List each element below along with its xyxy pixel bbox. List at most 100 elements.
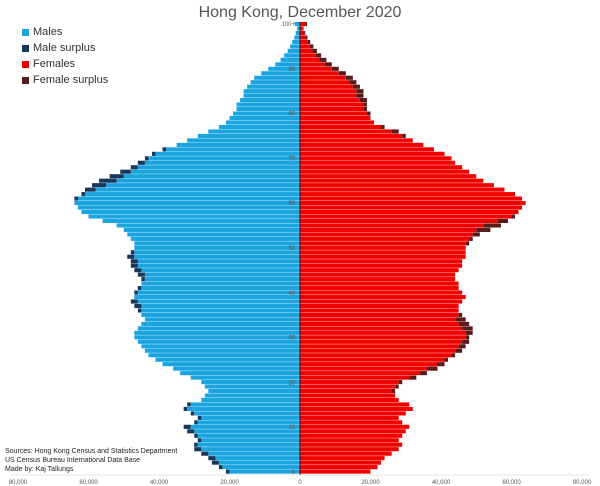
male-bar-age-21 xyxy=(190,375,300,380)
x-tick-label: 60,000 xyxy=(502,480,521,486)
female-bar-age-95 xyxy=(300,44,310,49)
y-tick-label: 90 xyxy=(288,67,295,73)
male-bar-age-12 xyxy=(201,415,300,420)
male-bar-age-100 xyxy=(294,22,300,27)
female-bar-age-31 xyxy=(300,330,466,335)
legend-item-female-surplus: Female surplus xyxy=(22,72,108,88)
legend: Males Male surplus Females Female surplu… xyxy=(22,24,108,88)
male-bar-age-88 xyxy=(254,75,300,80)
female-bar-age-47 xyxy=(300,259,463,264)
female-surplus-bar-age-53 xyxy=(472,232,480,237)
male-bar-age-62 xyxy=(84,192,300,197)
male-bar-age-0 xyxy=(229,469,300,474)
male-bar-age-41 xyxy=(141,286,301,291)
female-bar-age-60 xyxy=(300,201,526,206)
female-bar-age-76 xyxy=(300,129,392,134)
female-bar-age-38 xyxy=(300,299,463,304)
male-bar-age-71 xyxy=(155,151,300,156)
female-bar-age-91 xyxy=(300,62,325,67)
x-tick-label: 60,000 xyxy=(79,480,98,486)
female-bar-age-41 xyxy=(300,286,459,291)
legend-item-males: Males xyxy=(22,24,108,40)
female-bar-age-61 xyxy=(300,196,523,201)
female-bar-age-86 xyxy=(300,84,353,89)
y-tick-label: 50 xyxy=(288,246,295,252)
male-bar-age-79 xyxy=(229,115,300,121)
legend-item-male-surplus: Male surplus xyxy=(22,40,108,56)
female-bar-age-69 xyxy=(300,160,456,165)
y-tick-label: 10 xyxy=(288,425,295,431)
male-bar-age-87 xyxy=(250,80,300,85)
male-bar-age-42 xyxy=(141,281,301,286)
male-surplus-bar-age-4 xyxy=(201,451,209,456)
female-bar-age-50 xyxy=(300,245,466,250)
x-tick-label: 20,000 xyxy=(361,480,380,486)
female-bar-age-67 xyxy=(300,169,470,174)
female-bar-age-6 xyxy=(300,442,403,447)
x-tick-label: 80,000 xyxy=(9,480,28,486)
female-bar-age-49 xyxy=(300,250,466,255)
male-surplus-bar-age-37 xyxy=(134,303,142,309)
female-bar-age-40 xyxy=(300,290,463,295)
female-surplus-bar-age-55 xyxy=(483,223,501,228)
legend-swatch-male-surplus xyxy=(22,44,29,52)
female-bar-age-25 xyxy=(300,357,445,362)
male-bar-age-57 xyxy=(88,214,300,219)
male-bar-age-43 xyxy=(144,277,300,282)
y-tick-label: 0 xyxy=(292,470,296,476)
female-surplus-bar-age-98 xyxy=(304,30,306,36)
chart-title: Hong Kong, December 2020 xyxy=(198,4,402,21)
male-bar-age-67 xyxy=(130,169,300,174)
male-bar-age-24 xyxy=(162,362,300,367)
female-bar-age-4 xyxy=(300,451,392,456)
male-bar-age-81 xyxy=(236,107,300,112)
female-bar-age-45 xyxy=(300,268,459,273)
female-surplus-bar-age-23 xyxy=(426,366,438,371)
male-bar-age-23 xyxy=(173,366,300,371)
y-tick-label: 30 xyxy=(288,336,295,342)
female-bar-age-5 xyxy=(300,447,399,452)
sources-line-2: US Census Bureau International Data Base xyxy=(5,457,141,464)
female-surplus-bar-age-76 xyxy=(391,129,399,134)
male-bar-age-16 xyxy=(201,397,300,403)
female-bar-age-7 xyxy=(300,438,399,443)
female-bar-age-13 xyxy=(300,411,406,416)
female-bar-age-100 xyxy=(300,22,306,27)
male-bar-age-32 xyxy=(137,326,300,331)
male-surplus-bar-age-61 xyxy=(74,196,78,201)
male-bar-age-28 xyxy=(141,344,301,349)
male-bar-age-47 xyxy=(137,259,300,264)
female-bar-age-42 xyxy=(300,281,459,286)
female-bar-age-62 xyxy=(300,192,516,197)
male-surplus-bar-age-45 xyxy=(134,268,142,273)
male-surplus-bar-age-6 xyxy=(194,442,198,447)
female-bar-age-37 xyxy=(300,303,459,309)
male-bar-age-51 xyxy=(134,241,300,246)
female-bar-age-75 xyxy=(300,133,403,138)
male-surplus-bar-age-43 xyxy=(141,277,145,282)
male-bar-age-80 xyxy=(233,111,300,116)
male-surplus-bar-age-65 xyxy=(99,178,117,183)
female-bar-age-19 xyxy=(300,384,396,389)
male-bar-age-74 xyxy=(187,138,300,143)
male-surplus-bar-age-49 xyxy=(130,250,135,255)
male-bar-age-78 xyxy=(225,120,300,125)
female-bar-age-17 xyxy=(300,393,396,398)
female-bar-age-24 xyxy=(300,362,438,367)
female-bar-age-54 xyxy=(300,227,477,232)
male-surplus-bar-age-36 xyxy=(137,308,142,313)
female-bar-age-34 xyxy=(300,317,456,322)
male-surplus-bar-age-44 xyxy=(137,272,145,277)
male-bar-age-54 xyxy=(123,227,300,232)
x-tick-label: 20,000 xyxy=(220,480,239,486)
female-surplus-bar-age-87 xyxy=(349,80,357,85)
male-surplus-bar-age-41 xyxy=(137,286,142,291)
female-surplus-bar-age-100 xyxy=(305,22,308,27)
male-bar-age-48 xyxy=(134,254,300,259)
female-bar-age-36 xyxy=(300,308,459,313)
male-bar-age-95 xyxy=(290,44,300,49)
male-bar-age-17 xyxy=(204,393,300,398)
male-surplus-bar-age-62 xyxy=(81,192,85,197)
female-surplus-bar-age-54 xyxy=(476,227,491,232)
female-surplus-bar-age-30 xyxy=(465,335,470,340)
